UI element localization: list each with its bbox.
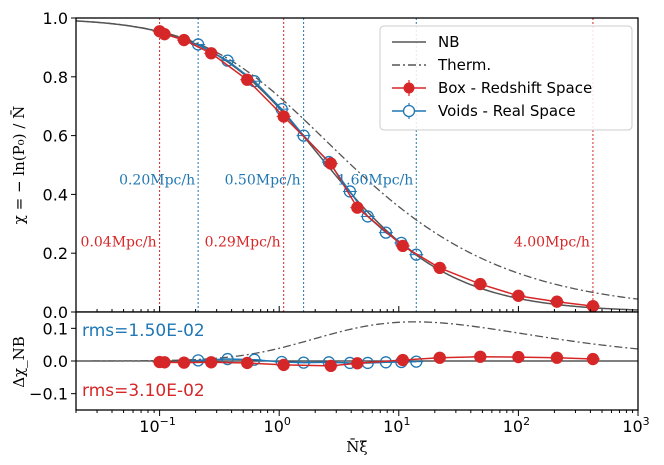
voids-res-point bbox=[221, 352, 234, 366]
box-main-point bbox=[241, 73, 254, 86]
box-main-point bbox=[324, 157, 337, 170]
residual-therm-curve bbox=[76, 321, 639, 362]
rms-voids: rms=1.50E-02 bbox=[82, 321, 205, 341]
voids-main-point bbox=[343, 185, 357, 198]
box-res-point bbox=[433, 351, 446, 364]
rms-box: rms=3.10E-02 bbox=[82, 381, 205, 401]
voids-res-point bbox=[410, 355, 423, 368]
main-ylabel: χ = − ln(P₀) / N̄ bbox=[10, 106, 28, 225]
box-main-point bbox=[158, 28, 171, 41]
residual-ylabel: Δχ_NB bbox=[10, 336, 28, 388]
voids-res-point bbox=[191, 354, 205, 367]
scale-label-4: 0.29Mpc/h bbox=[205, 234, 281, 250]
xtick-exponent: 2 bbox=[523, 415, 530, 428]
xtick-label: 100 bbox=[264, 415, 291, 436]
scale-label-2: 1.60Mpc/h bbox=[337, 173, 413, 189]
box-main-point bbox=[177, 33, 191, 47]
box-main-point bbox=[474, 277, 487, 291]
box-res-point bbox=[474, 350, 487, 363]
legend: NB Therm. Box - Redshift Space Voids - R… bbox=[379, 25, 633, 131]
box-res-point bbox=[351, 357, 364, 370]
box-main-point bbox=[512, 289, 525, 302]
voids-res-point bbox=[297, 356, 310, 369]
main-ytick-label: 0.4 bbox=[43, 185, 68, 204]
res-ytick-label: −0.1 bbox=[29, 385, 68, 404]
voids-main-point bbox=[379, 226, 393, 239]
box-res-point bbox=[396, 353, 409, 367]
box-main-point bbox=[433, 261, 446, 275]
box-main-point bbox=[351, 201, 364, 214]
legend-nb-label: NB bbox=[438, 33, 460, 51]
main-ytick-label: 0.6 bbox=[43, 127, 68, 146]
box-main-point bbox=[550, 295, 564, 308]
main-ytick-label: 0.8 bbox=[43, 68, 68, 87]
xtick-label: 102 bbox=[503, 415, 530, 436]
scale-label-0: 0.20Mpc/h bbox=[119, 173, 195, 189]
box-main-point bbox=[586, 299, 600, 313]
therm-curve bbox=[75, 20, 639, 300]
legend-voids-marker bbox=[402, 104, 416, 118]
main-ytick-label: 1.0 bbox=[43, 9, 68, 28]
main-ytick-label: 0.2 bbox=[43, 244, 68, 263]
box-res-point bbox=[586, 352, 600, 366]
box-main-point bbox=[205, 47, 218, 60]
box-main-point bbox=[277, 110, 290, 123]
main-ytick-label: 0.0 bbox=[43, 303, 68, 322]
scale-label-5: 4.00Mpc/h bbox=[514, 234, 590, 250]
res-ytick-label: 0.0 bbox=[43, 352, 68, 371]
box-res-point bbox=[512, 350, 525, 364]
xlabel: N̄ξ̄ bbox=[346, 438, 367, 456]
xtick-exponent: 3 bbox=[643, 415, 650, 428]
voids-main-point bbox=[361, 210, 374, 223]
xtick-exponent: 0 bbox=[284, 415, 291, 428]
legend-therm-label: Therm. bbox=[437, 56, 491, 74]
box-res-point bbox=[158, 356, 171, 369]
legend-box-marker bbox=[403, 82, 415, 94]
box-res-point bbox=[277, 358, 290, 372]
xtick-label: 10−1 bbox=[139, 415, 176, 436]
voids-main-point bbox=[297, 129, 310, 142]
box-res-point bbox=[550, 351, 564, 364]
xtick-label: 103 bbox=[622, 415, 649, 436]
legend-voids-label: Voids - Real Space bbox=[438, 102, 576, 120]
xtick-label: 101 bbox=[383, 415, 410, 436]
xtick-exponent: 1 bbox=[403, 415, 410, 428]
scale-label-3: 0.04Mpc/h bbox=[81, 234, 157, 250]
box-res-point bbox=[241, 356, 254, 370]
box-res-point bbox=[205, 356, 218, 369]
voids-main-point bbox=[410, 248, 423, 261]
legend-box-label: Box - Redshift Space bbox=[438, 79, 592, 97]
box-res-point bbox=[177, 356, 191, 369]
box-main-point bbox=[396, 239, 409, 253]
legend-box bbox=[379, 25, 633, 131]
xtick-exponent: −1 bbox=[160, 415, 176, 428]
scale-label-1: 0.50Mpc/h bbox=[225, 173, 301, 189]
box-res-point bbox=[324, 359, 337, 373]
res-ytick-label: 0.1 bbox=[43, 319, 68, 338]
